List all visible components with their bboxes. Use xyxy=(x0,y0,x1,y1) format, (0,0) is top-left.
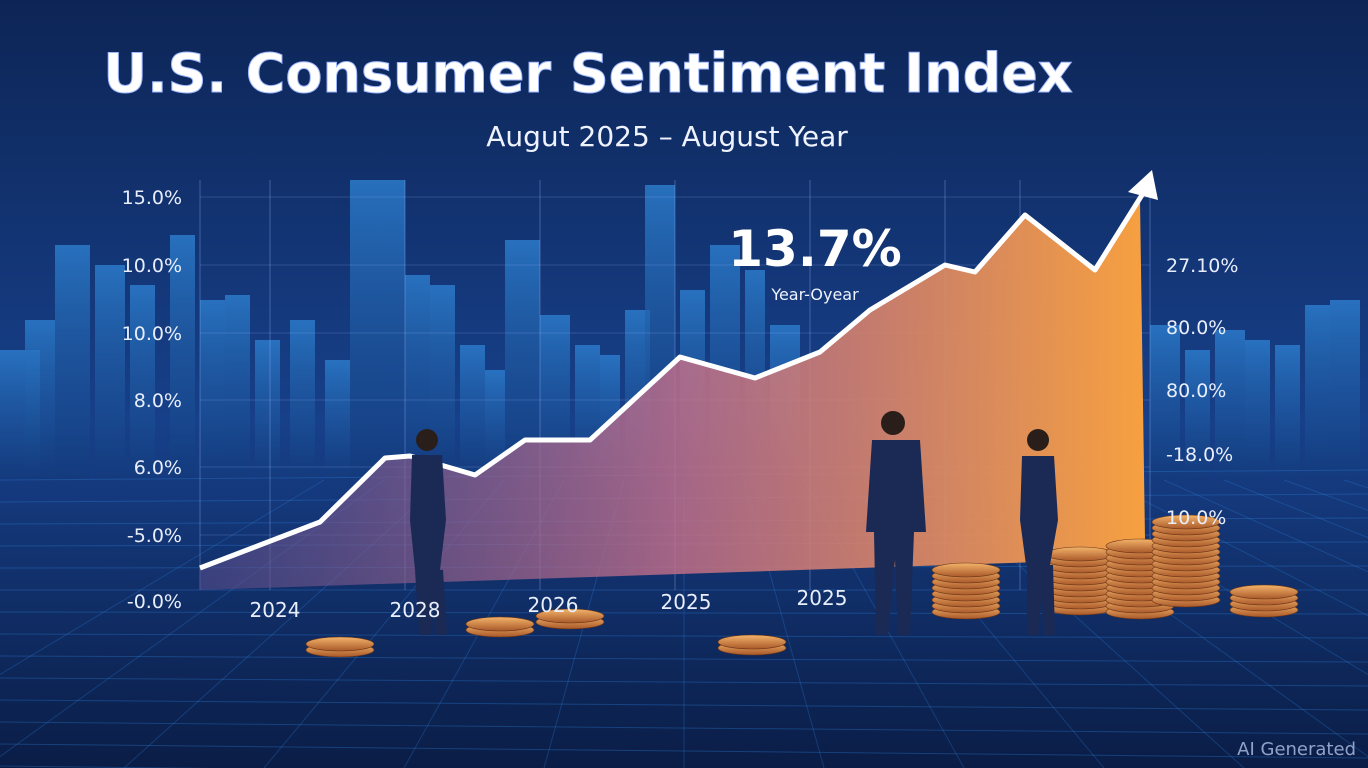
left-axis-label: 6.0% xyxy=(134,457,182,479)
background-bar xyxy=(1305,305,1330,480)
callout-value: 13.7% xyxy=(728,220,901,278)
figure-head xyxy=(881,411,905,435)
floor-line xyxy=(1163,479,1368,573)
background-bar xyxy=(55,245,90,480)
floor-line xyxy=(0,633,1368,639)
arrow-head xyxy=(1128,170,1158,200)
figure-body xyxy=(866,440,926,635)
background-bar xyxy=(430,285,455,480)
right-axis-label: 10.0% xyxy=(1166,507,1226,529)
floor-line xyxy=(0,479,325,675)
left-axis-label: 8.0% xyxy=(134,390,182,412)
figure-legs xyxy=(1027,564,1056,635)
background-bar xyxy=(225,295,250,480)
figures xyxy=(410,411,1058,635)
background-bar xyxy=(255,340,280,480)
coin xyxy=(465,616,535,632)
coin xyxy=(931,562,1001,578)
left-axis-label: 10.0% xyxy=(122,323,182,345)
floor-line xyxy=(0,743,1368,759)
background-bar xyxy=(200,300,225,480)
background-bar xyxy=(1215,330,1245,480)
right-axis-label: 27.10% xyxy=(1166,255,1238,277)
background-bar xyxy=(170,235,195,480)
floor-line xyxy=(0,699,1368,711)
background-bar xyxy=(290,320,315,480)
left-axis-label: -0.0% xyxy=(127,591,182,613)
title: U.S. Consumer Sentiment Index xyxy=(103,42,1073,105)
coin xyxy=(1229,584,1299,600)
floor-line xyxy=(0,655,1368,663)
coin xyxy=(717,634,787,650)
background-bar xyxy=(350,180,405,480)
background-bar xyxy=(1245,340,1270,480)
x-axis-label: 2024 xyxy=(250,598,301,622)
figure-head xyxy=(1027,429,1049,451)
callout-label: Year-Oyear xyxy=(770,285,859,304)
figure-body xyxy=(1020,456,1058,565)
background-bar xyxy=(485,370,505,480)
right-axis-label: 80.0% xyxy=(1166,380,1226,402)
coins xyxy=(305,514,1299,658)
background-bar xyxy=(95,265,125,480)
x-axis-label: 2026 xyxy=(528,593,579,617)
background-bar xyxy=(1330,300,1360,480)
trend-line xyxy=(199,193,1145,571)
background-bar xyxy=(1275,345,1300,480)
background-bar xyxy=(1150,325,1180,480)
coin xyxy=(305,636,375,652)
right-axis-label: -18.0% xyxy=(1166,444,1233,466)
background-bar xyxy=(460,345,485,480)
background-bar xyxy=(1185,350,1210,480)
background-bar xyxy=(325,360,350,480)
axis-labels: 15.0% 10.0% 10.0% 8.0% 6.0% -5.0% -0.0% 27.10% 8… xyxy=(122,187,1239,622)
floor-line xyxy=(1223,479,1368,539)
x-axis-label: 2025 xyxy=(797,586,848,610)
right-axis-label: 80.0% xyxy=(1166,317,1226,339)
coin xyxy=(1045,546,1115,562)
left-axis-label: 15.0% xyxy=(122,187,182,209)
coin xyxy=(535,608,605,624)
subtitle: Augut 2025 – August Year xyxy=(486,120,848,153)
figure-head xyxy=(416,429,438,451)
left-axis-label: -5.0% xyxy=(127,525,182,547)
watermark: AI Generated xyxy=(1237,739,1356,760)
left-axis-label: 10.0% xyxy=(122,255,182,277)
x-axis-label: 2025 xyxy=(661,590,712,614)
floor-line xyxy=(0,721,1368,735)
floor-line xyxy=(0,677,1368,687)
x-axis-label: 2028 xyxy=(390,598,441,622)
background-bar xyxy=(25,320,55,480)
coin xyxy=(1151,514,1221,530)
figure-body xyxy=(410,455,446,570)
background-bar xyxy=(130,285,155,480)
figure-legs xyxy=(415,569,448,635)
